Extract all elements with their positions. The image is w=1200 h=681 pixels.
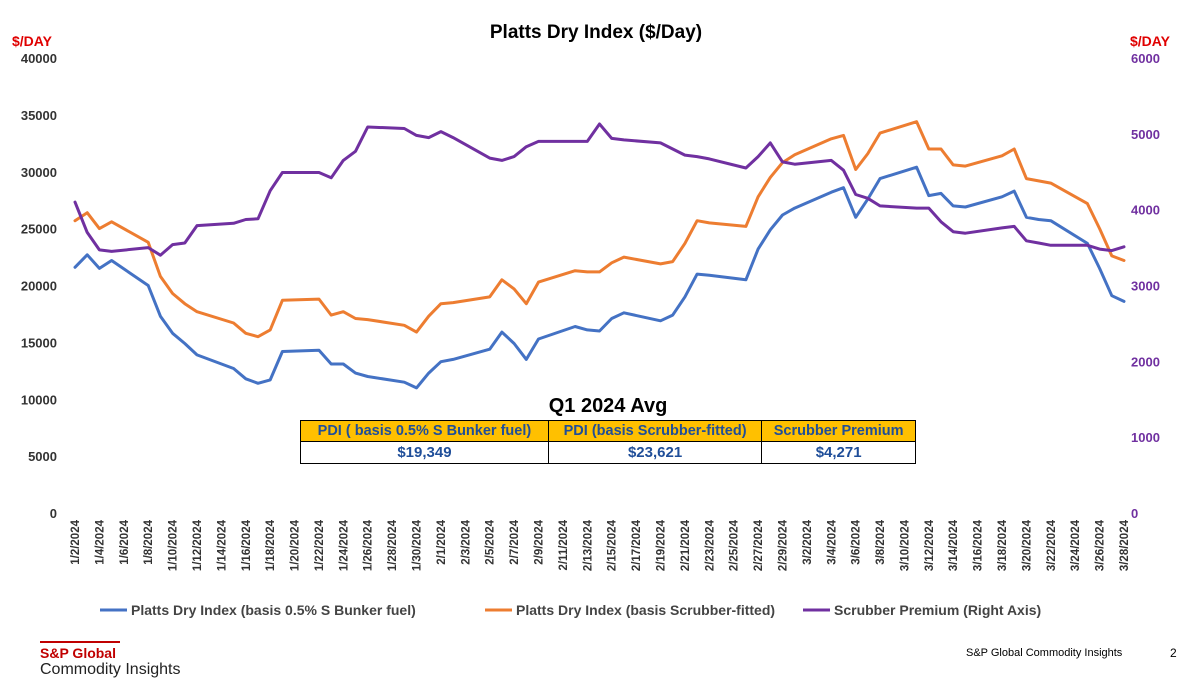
- x-tick-label: 2/1/2024: [436, 519, 448, 564]
- x-tick-label: 2/23/2024: [704, 519, 716, 571]
- x-tick-label: 1/6/2024: [119, 519, 131, 564]
- x-tick-label: 3/28/2024: [1119, 519, 1131, 571]
- x-tick-label: 3/10/2024: [899, 519, 911, 571]
- x-tick-label: 1/28/2024: [387, 519, 399, 571]
- x-tick-label: 2/21/2024: [680, 519, 692, 571]
- x-tick-label: 3/26/2024: [1095, 519, 1107, 571]
- x-tick-label: 3/22/2024: [1046, 519, 1058, 571]
- legend-label-1: Platts Dry Index (basis Scrubber-fitted): [516, 602, 775, 618]
- page-number: 2: [1170, 646, 1177, 660]
- left-axis-ticks: 0 5000 10000 15000 20000 25000 30000 35000 40000: [21, 51, 57, 521]
- x-tick-label: 2/15/2024: [607, 519, 619, 571]
- x-tick-label: 2/19/2024: [655, 519, 667, 571]
- summary-header-scrubber-premium: Scrubber Premium: [761, 420, 916, 442]
- legend-label-2: Scrubber Premium (Right Axis): [834, 602, 1041, 618]
- series-line-1: [73, 120, 1126, 339]
- x-tick-label: 3/6/2024: [851, 519, 863, 564]
- logo-rule: [40, 641, 120, 643]
- summary-title: Q1 2024 Avg: [508, 395, 708, 418]
- right-y-tick: 3000: [1131, 279, 1160, 294]
- x-tick-label: 1/12/2024: [192, 519, 204, 571]
- x-tick-label: 3/12/2024: [924, 519, 936, 571]
- x-tick-label: 2/9/2024: [534, 519, 546, 564]
- x-tick-label: 3/4/2024: [826, 519, 838, 564]
- left-y-tick: 35000: [21, 108, 57, 123]
- footer-company: S&P Global Commodity Insights: [966, 647, 1123, 659]
- x-tick-label: 3/8/2024: [875, 519, 887, 564]
- summary-header-row: PDI ( basis 0.5% S Bunker fuel) PDI (bas…: [300, 420, 916, 442]
- left-y-tick: 20000: [21, 279, 57, 294]
- x-tick-label: 3/20/2024: [1021, 519, 1033, 571]
- x-tick-label: 2/13/2024: [582, 519, 594, 571]
- x-tick-label: 3/18/2024: [997, 519, 1009, 571]
- q1-average-summary: Q1 2024 Avg PDI ( basis 0.5% S Bunker fu…: [300, 395, 916, 464]
- logo-brand: S&P Global: [40, 645, 116, 661]
- x-tick-label: 3/2/2024: [802, 519, 814, 564]
- series-line-2: [73, 122, 1126, 257]
- right-axis-ticks: 0 1000 2000 3000 4000 5000 6000: [1131, 51, 1160, 521]
- series-layer: [73, 120, 1126, 390]
- left-axis-unit: $/DAY: [12, 33, 53, 49]
- legend-label-0: Platts Dry Index (basis 0.5% S Bunker fu…: [131, 602, 416, 618]
- x-tick-label: 1/10/2024: [168, 519, 180, 571]
- summary-header-pdi-bunker: PDI ( basis 0.5% S Bunker fuel): [300, 420, 549, 442]
- left-y-tick: 10000: [21, 392, 57, 407]
- x-tick-label: 1/8/2024: [143, 519, 155, 564]
- right-axis-unit: $/DAY: [1130, 33, 1171, 49]
- summary-table: PDI ( basis 0.5% S Bunker fuel) PDI (bas…: [300, 420, 916, 464]
- x-tick-label: 1/2/2024: [70, 519, 82, 564]
- left-y-tick: 5000: [28, 449, 57, 464]
- sp-global-logo: S&P Global Commodity Insights: [40, 641, 181, 679]
- x-tick-label: 2/27/2024: [753, 519, 765, 571]
- right-y-tick: 6000: [1131, 51, 1160, 66]
- right-y-tick: 2000: [1131, 354, 1160, 369]
- x-tick-label: 1/16/2024: [241, 519, 253, 571]
- x-tick-label: 1/14/2024: [216, 519, 228, 571]
- x-tick-label: 3/16/2024: [973, 519, 985, 571]
- x-tick-label: 1/18/2024: [265, 519, 277, 571]
- x-tick-label: 2/25/2024: [729, 519, 741, 571]
- x-tick-label: 2/17/2024: [631, 519, 643, 571]
- x-tick-label: 2/29/2024: [777, 519, 789, 571]
- x-tick-label: 2/7/2024: [509, 519, 521, 564]
- right-y-tick: 1000: [1131, 430, 1160, 445]
- summary-value-scrubber-premium: $4,271: [761, 441, 916, 464]
- series-line-0: [73, 165, 1126, 390]
- summary-value-pdi-scrubber: $23,621: [547, 441, 763, 464]
- left-y-tick: 15000: [21, 335, 57, 350]
- x-tick-label: 2/5/2024: [485, 519, 497, 564]
- x-axis-ticks: 1/2/2024 1/4/2024 1/6/2024 1/8/2024 1/10/202…: [70, 519, 1131, 571]
- x-tick-label: 2/3/2024: [460, 519, 472, 564]
- x-tick-label: 1/4/2024: [94, 519, 106, 564]
- x-tick-label: 1/20/2024: [290, 519, 302, 571]
- right-y-tick: 5000: [1131, 127, 1160, 142]
- x-tick-label: 2/11/2024: [558, 519, 570, 570]
- left-y-tick: 25000: [21, 222, 57, 237]
- left-y-tick: 40000: [21, 51, 57, 66]
- x-tick-label: 1/26/2024: [363, 519, 375, 571]
- logo-division: Commodity Insights: [40, 661, 181, 678]
- x-tick-label: 1/30/2024: [412, 519, 424, 571]
- summary-header-pdi-scrubber: PDI (basis Scrubber-fitted): [547, 420, 763, 442]
- right-y-tick: 4000: [1131, 203, 1160, 218]
- right-y-tick: 0: [1131, 506, 1138, 521]
- x-tick-label: 3/24/2024: [1070, 519, 1082, 571]
- chart-title: Platts Dry Index ($/Day): [490, 22, 702, 43]
- summary-value-row: $19,349 $23,621 $4,271: [300, 441, 916, 464]
- left-y-tick: 0: [50, 506, 57, 521]
- legend: Platts Dry Index (basis 0.5% S Bunker fu…: [100, 602, 1041, 618]
- left-y-tick: 30000: [21, 165, 57, 180]
- x-tick-label: 1/22/2024: [314, 519, 326, 571]
- x-tick-label: 3/14/2024: [948, 519, 960, 571]
- x-tick-label: 1/24/2024: [338, 519, 350, 571]
- summary-value-pdi-bunker: $19,349: [300, 441, 549, 464]
